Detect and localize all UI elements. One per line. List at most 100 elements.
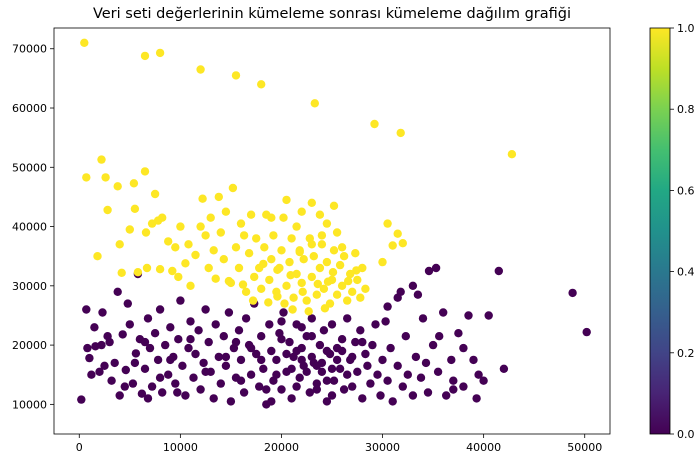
data-point-cluster-1	[332, 228, 342, 237]
data-point-cluster-0	[189, 373, 198, 382]
data-point-cluster-0	[413, 290, 423, 299]
data-point-cluster-1	[393, 229, 402, 238]
y-tick-label: 60000	[12, 102, 47, 115]
data-point-cluster-0	[110, 358, 119, 368]
data-point-cluster-0	[329, 376, 339, 385]
data-point-cluster-1	[307, 240, 316, 249]
points-layer	[77, 38, 591, 409]
data-point-cluster-0	[439, 308, 448, 317]
data-point-cluster-0	[312, 385, 321, 394]
data-point-cluster-1	[343, 296, 352, 305]
data-point-cluster-0	[107, 376, 116, 385]
data-point-cluster-0	[327, 364, 337, 373]
data-point-cluster-0	[322, 397, 332, 406]
data-point-cluster-1	[398, 239, 407, 248]
data-point-cluster-0	[209, 394, 218, 403]
data-point-cluster-0	[211, 320, 220, 329]
data-point-cluster-0	[267, 346, 276, 356]
data-point-cluster-0	[348, 352, 357, 362]
x-tick-label: 30000	[365, 441, 400, 454]
data-point-cluster-1	[211, 274, 220, 283]
data-point-cluster-0	[398, 382, 407, 391]
data-point-cluster-1	[298, 287, 307, 296]
x-tick-label: 10000	[163, 441, 198, 454]
data-point-cluster-1	[310, 99, 319, 108]
data-point-cluster-0	[155, 373, 165, 382]
data-point-cluster-1	[103, 205, 112, 215]
data-point-cluster-1	[260, 243, 269, 252]
data-point-cluster-0	[335, 364, 345, 373]
data-point-cluster-0	[339, 385, 349, 394]
data-point-cluster-0	[224, 308, 234, 317]
data-point-cluster-1	[273, 292, 282, 301]
data-point-cluster-0	[236, 376, 246, 385]
data-point-cluster-1	[289, 293, 298, 302]
data-point-cluster-0	[343, 314, 352, 323]
data-point-cluster-0	[307, 352, 316, 362]
data-point-cluster-1	[292, 222, 301, 231]
colorbar-tick-label: 0.4	[677, 266, 695, 279]
y-axis: 10000 20000 30000 40000 50000 60000 70000	[12, 43, 54, 411]
data-point-cluster-0	[246, 343, 256, 353]
data-point-cluster-1	[248, 296, 258, 305]
data-point-cluster-1	[348, 287, 357, 296]
data-point-cluster-0	[272, 355, 281, 365]
data-point-cluster-0	[83, 343, 92, 353]
colorbar: 0.0 0.2 0.4 0.6 0.8 1.0	[649, 22, 695, 441]
data-point-cluster-1	[356, 293, 365, 302]
data-point-cluster-0	[98, 308, 107, 317]
data-point-cluster-1	[171, 243, 180, 252]
data-point-cluster-1	[287, 234, 296, 243]
data-point-cluster-0	[312, 361, 321, 370]
data-point-cluster-1	[155, 265, 165, 274]
data-point-cluster-0	[171, 379, 180, 388]
data-point-cluster-0	[140, 364, 150, 373]
data-point-cluster-0	[204, 337, 213, 347]
data-point-cluster-0	[408, 391, 418, 400]
y-tick-label: 30000	[12, 280, 47, 293]
data-point-cluster-1	[250, 272, 259, 282]
data-point-cluster-1	[244, 249, 254, 258]
data-point-cluster-1	[286, 271, 295, 280]
data-point-cluster-1	[231, 243, 241, 252]
data-point-cluster-0	[472, 394, 481, 403]
data-point-cluster-1	[507, 150, 517, 159]
data-point-cluster-1	[234, 263, 244, 273]
data-point-cluster-1	[82, 173, 91, 182]
data-point-cluster-0	[173, 388, 182, 397]
data-point-cluster-0	[191, 349, 200, 359]
data-point-cluster-0	[178, 361, 187, 370]
data-point-cluster-1	[351, 249, 360, 258]
colorbar-tick-label: 0.6	[677, 184, 695, 197]
data-point-cluster-0	[386, 343, 395, 353]
data-point-cluster-0	[153, 355, 163, 365]
data-point-cluster-1	[239, 231, 249, 240]
data-point-cluster-0	[239, 388, 249, 397]
data-point-cluster-0	[447, 355, 456, 365]
data-point-cluster-0	[97, 340, 106, 350]
data-point-cluster-1	[346, 269, 355, 279]
data-point-cluster-0	[459, 343, 468, 353]
data-point-cluster-0	[121, 365, 130, 375]
colorbar-tick-label: 0.0	[677, 428, 695, 441]
data-point-cluster-1	[140, 51, 150, 61]
data-point-cluster-0	[454, 329, 463, 338]
data-point-cluster-1	[97, 155, 106, 164]
x-tick-label: 40000	[466, 441, 501, 454]
data-point-cluster-1	[313, 279, 322, 289]
data-point-cluster-0	[267, 397, 276, 406]
data-point-cluster-0	[431, 263, 441, 273]
data-point-cluster-0	[307, 314, 316, 323]
data-point-cluster-0	[143, 314, 153, 323]
data-point-cluster-0	[194, 326, 203, 335]
data-point-cluster-0	[381, 317, 390, 326]
y-tick-label: 40000	[12, 221, 47, 234]
data-point-cluster-1	[186, 281, 195, 290]
data-point-cluster-1	[337, 243, 347, 252]
data-point-cluster-1	[319, 284, 329, 293]
data-point-cluster-0	[464, 311, 473, 320]
data-point-cluster-0	[257, 355, 266, 365]
data-point-cluster-1	[238, 280, 248, 289]
data-point-cluster-0	[155, 305, 165, 314]
data-point-cluster-1	[322, 257, 332, 267]
